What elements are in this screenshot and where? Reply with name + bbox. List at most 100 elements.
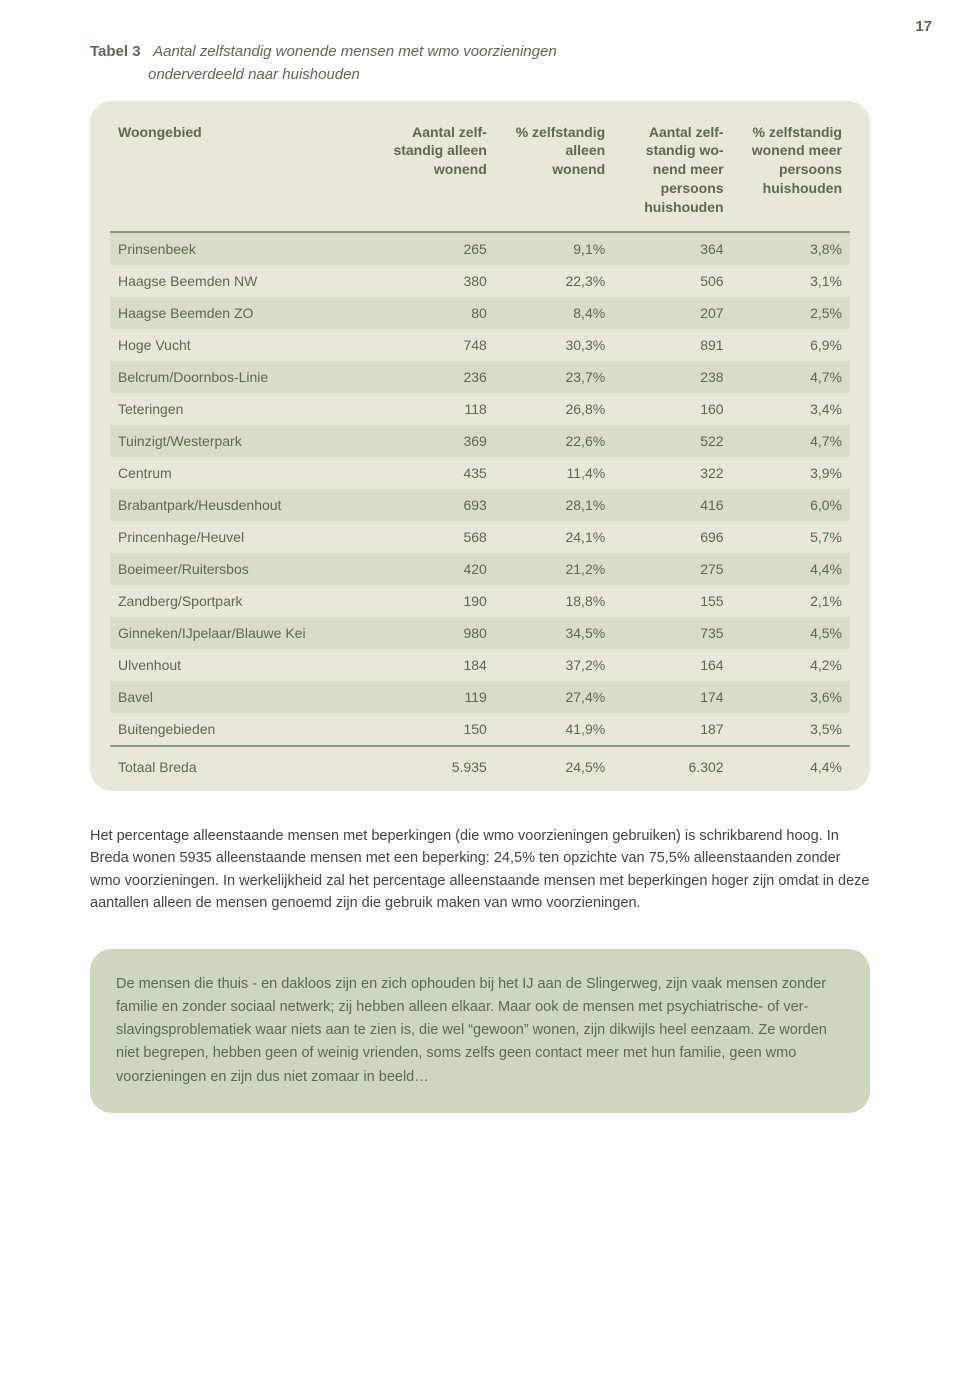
table-cell: 6,9% [732,329,850,361]
callout-box: De mensen die thuis - en dakloos zijn en… [90,949,870,1113]
table-cell: 236 [376,361,494,393]
table-row: Brabantpark/Heusdenhout69328,1%4166,0% [110,489,850,521]
data-table: WoongebiedAantal zelf-standig alleenwone… [110,117,850,781]
table-cell: 265 [376,232,494,265]
table-cell: 8,4% [495,297,613,329]
table-cell: 22,6% [495,425,613,457]
table-cell: 164 [613,649,731,681]
table-cell: 80 [376,297,494,329]
table-cell: 696 [613,521,731,553]
table-row: Bavel11927,4%1743,6% [110,681,850,713]
table-cell: 4,7% [732,361,850,393]
table-cell: 275 [613,553,731,585]
caption-label: Tabel 3 [90,43,141,60]
table-cell: 2,1% [732,585,850,617]
table-row: Ulvenhout18437,2%1644,2% [110,649,850,681]
column-header: Aantal zelf-standig wo-nend meerpersoons… [613,117,731,232]
table-cell: Hoge Vucht [110,329,376,361]
table-cell: 3,5% [732,713,850,746]
table-cell: 21,2% [495,553,613,585]
table-cell: 9,1% [495,232,613,265]
table-cell: Ulvenhout [110,649,376,681]
table-cell: Ginneken/IJpelaar/Blauwe Kei [110,617,376,649]
callout-text: De mensen die thuis - en dakloos zijn en… [116,976,827,1085]
table-cell: 748 [376,329,494,361]
column-header: Aantal zelf-standig alleenwonend [376,117,494,232]
table-cell: 37,2% [495,649,613,681]
table-cell: 891 [613,329,731,361]
column-header: % zelfstandigwonend meerpersoonshuishoud… [732,117,850,232]
table-cell: 435 [376,457,494,489]
table-cell: 4,2% [732,649,850,681]
table-cell: 522 [613,425,731,457]
table-cell: 22,3% [495,265,613,297]
table-cell: Buitengebieden [110,713,376,746]
table-cell: 27,4% [495,681,613,713]
table-cell: 155 [613,585,731,617]
table-cell: 420 [376,553,494,585]
table-cell: 980 [376,617,494,649]
table-cell: 184 [376,649,494,681]
table-cell: 174 [613,681,731,713]
table-cell: 3,6% [732,681,850,713]
table-row: Tuinzigt/Westerpark36922,6%5224,7% [110,425,850,457]
table-cell: Haagse Beemden NW [110,265,376,297]
table-row: Belcrum/Doornbos-Linie23623,7%2384,7% [110,361,850,393]
table-cell: 693 [376,489,494,521]
caption-title: Aantal zelfstandig wonende mensen met wm… [153,43,557,60]
table-row: Centrum43511,4%3223,9% [110,457,850,489]
table-cell: 190 [376,585,494,617]
table-cell: 6,0% [732,489,850,521]
table-cell: 369 [376,425,494,457]
table-cell: 23,7% [495,361,613,393]
table-cell: Haagse Beemden ZO [110,297,376,329]
table-cell: Princenhage/Heuvel [110,521,376,553]
table-cell: 380 [376,265,494,297]
table-cell: Centrum [110,457,376,489]
table-cell: 4,7% [732,425,850,457]
table-row: Haagse Beemden NW38022,3%5063,1% [110,265,850,297]
table-cell: 4,5% [732,617,850,649]
table-container: WoongebiedAantal zelf-standig alleenwone… [90,101,870,791]
table-cell: 506 [613,265,731,297]
column-header: % zelfstandigalleenwonend [495,117,613,232]
table-cell: 18,8% [495,585,613,617]
table-cell: 3,4% [732,393,850,425]
table-cell: 30,3% [495,329,613,361]
table-cell: Belcrum/Doornbos-Linie [110,361,376,393]
table-row: Buitengebieden15041,9%1873,5% [110,713,850,746]
table-row: Hoge Vucht74830,3%8916,9% [110,329,850,361]
table-cell: 187 [613,713,731,746]
table-cell: 119 [376,681,494,713]
caption-subtitle: onderverdeeld naar huishouden [90,63,870,86]
table-cell: Brabantpark/Heusdenhout [110,489,376,521]
table-footer-cell: 6.302 [613,746,731,781]
table-cell: Tuinzigt/Westerpark [110,425,376,457]
table-cell: Zandberg/Sportpark [110,585,376,617]
table-cell: Teteringen [110,393,376,425]
table-cell: 4,4% [732,553,850,585]
table-footer-cell: Totaal Breda [110,746,376,781]
table-row: Boeimeer/Ruitersbos42021,2%2754,4% [110,553,850,585]
table-cell: 3,9% [732,457,850,489]
table-footer-cell: 4,4% [732,746,850,781]
table-cell: 5,7% [732,521,850,553]
table-cell: 150 [376,713,494,746]
table-cell: 735 [613,617,731,649]
table-cell: 207 [613,297,731,329]
table-cell: 26,8% [495,393,613,425]
body-paragraph: Het percentage alleenstaande mensen met … [90,825,870,915]
table-cell: 41,9% [495,713,613,746]
table-cell: 34,5% [495,617,613,649]
table-cell: 238 [613,361,731,393]
table-cell: 416 [613,489,731,521]
table-cell: 118 [376,393,494,425]
table-cell: 11,4% [495,457,613,489]
table-cell: 28,1% [495,489,613,521]
table-cell: Bavel [110,681,376,713]
table-row: Princenhage/Heuvel56824,1%6965,7% [110,521,850,553]
column-header: Woongebied [110,117,376,232]
table-cell: Prinsenbeek [110,232,376,265]
table-cell: 24,1% [495,521,613,553]
table-row: Ginneken/IJpelaar/Blauwe Kei98034,5%7354… [110,617,850,649]
